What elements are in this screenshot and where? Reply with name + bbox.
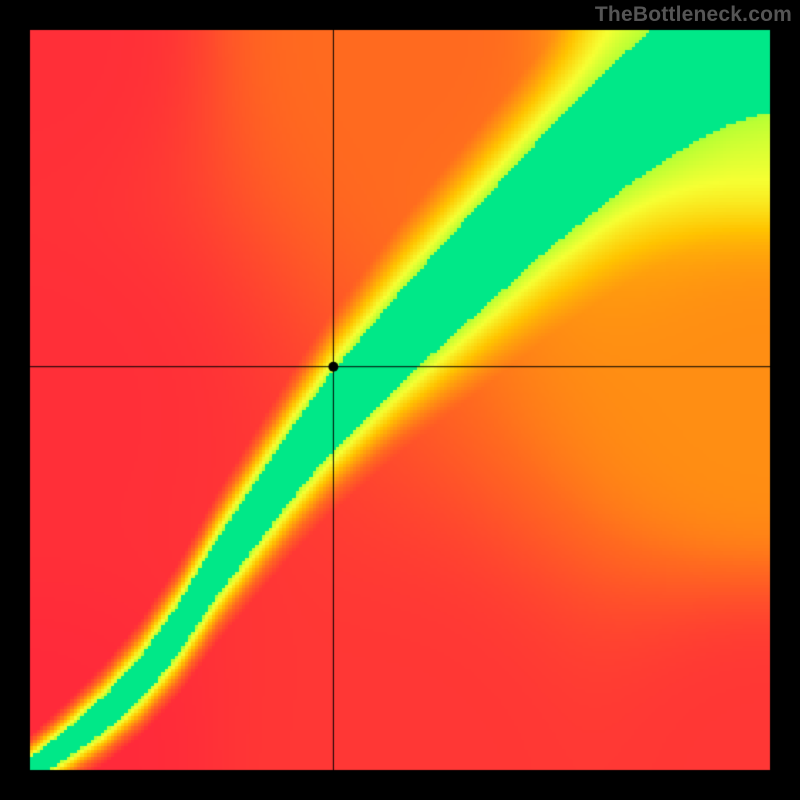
- heatmap-canvas: [0, 0, 800, 800]
- chart-stage: TheBottleneck.com: [0, 0, 800, 800]
- watermark: TheBottleneck.com: [595, 3, 792, 27]
